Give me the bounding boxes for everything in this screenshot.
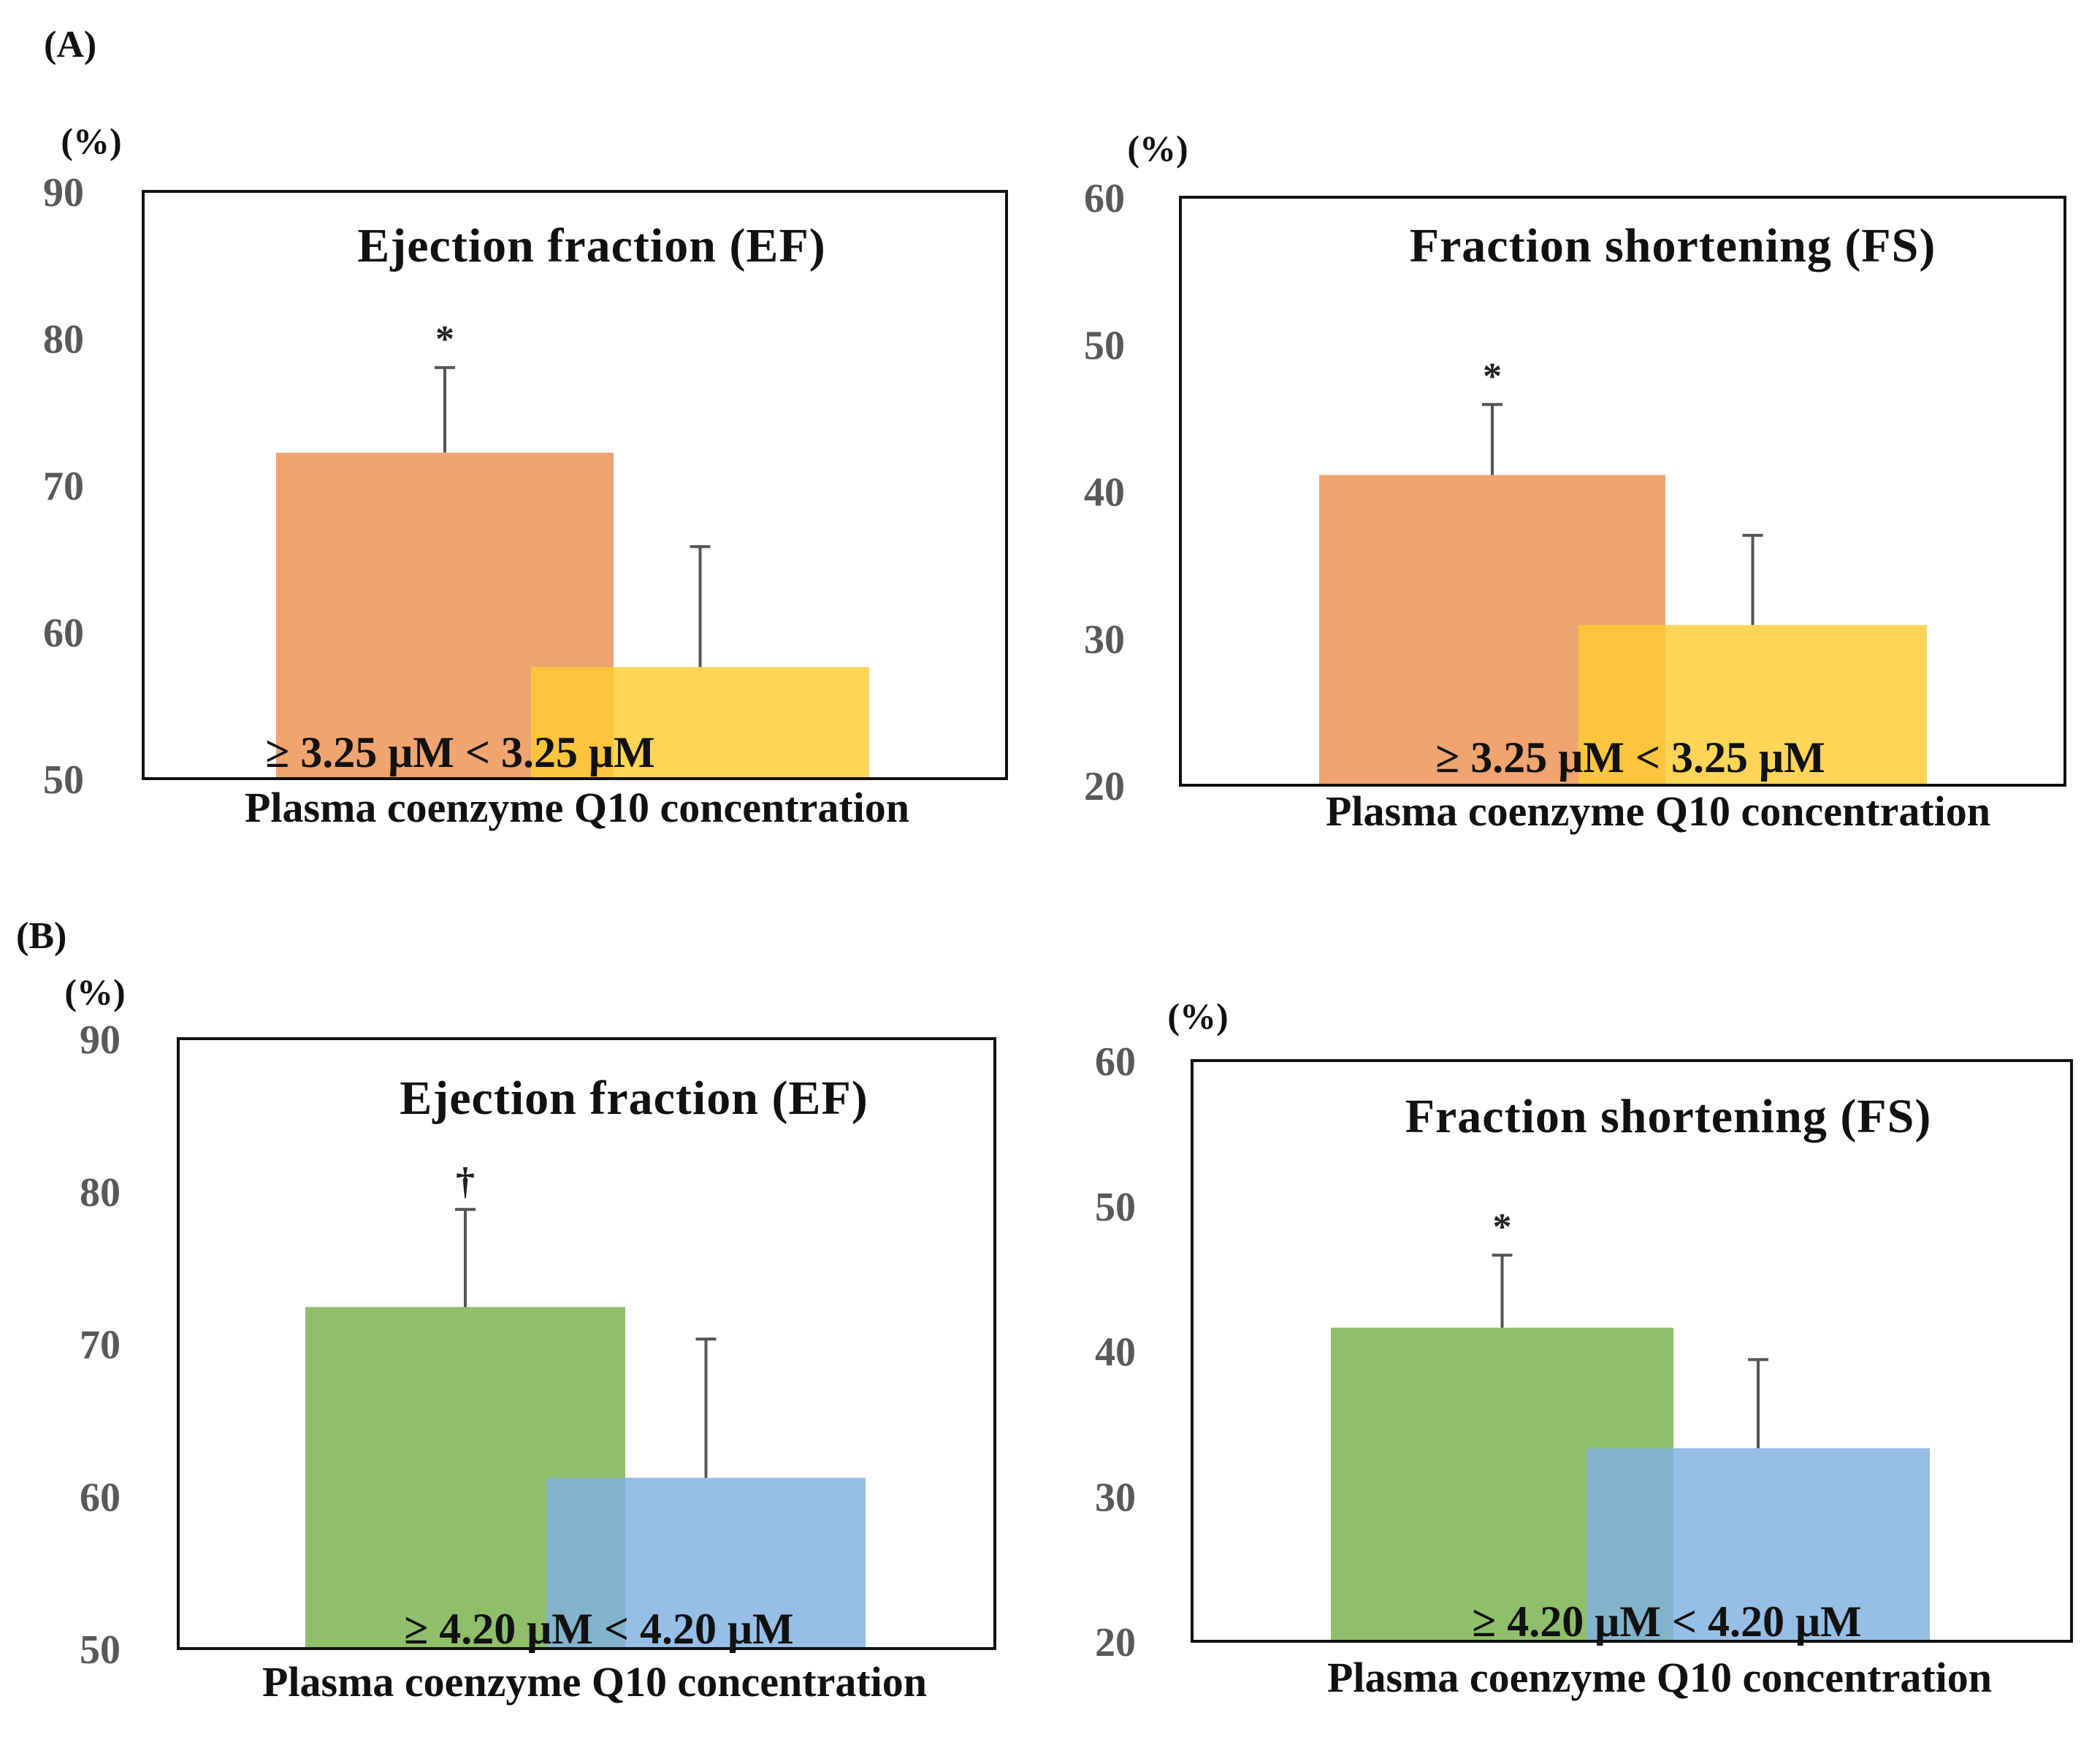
y-tick-label: 40: [1084, 470, 1125, 516]
bar-low-group: [1578, 625, 1927, 785]
chart-3: 50 60 70 80 90 (%) † Ejection fraction (EF) ≥ 4.…: [64, 971, 996, 1706]
y-tick-label: 20: [1095, 1620, 1136, 1665]
y-tick-label: 50: [43, 757, 84, 803]
plot-frame: [1179, 196, 2066, 787]
y-tick-label: 50: [1095, 1185, 1136, 1230]
y-tick-label: 60: [1095, 1039, 1136, 1085]
y-tick-label: 40: [1095, 1330, 1136, 1375]
x-axis-label: Plasma coenzyme Q10 concentration: [1327, 1654, 1992, 1701]
y-tick-label: 90: [80, 1017, 121, 1063]
chart-4: 20 30 40 50 60 (%) * Fraction shortening (FS) ≥ …: [1095, 996, 2073, 1701]
y-tick-label: 50: [80, 1627, 121, 1673]
significance-marker: *: [435, 318, 454, 360]
y-tick-label: 70: [43, 464, 84, 509]
plot-frame: [177, 1037, 996, 1650]
chart-title: Fraction shortening (FS): [1405, 1090, 1932, 1143]
y-tick-label: 60: [80, 1475, 121, 1520]
significance-marker: *: [1493, 1206, 1512, 1248]
plot-frame: [1191, 1059, 2073, 1643]
category-labels: ≥ 4.20 μM < 4.20 μM: [404, 1605, 793, 1653]
y-tick-label: 80: [80, 1170, 121, 1215]
chart-2: 20 30 40 50 60(%) * Fraction shortening (FS) ≥ …: [1084, 128, 2066, 835]
bar-low-group: [546, 1478, 866, 1649]
panel-label-b: (B): [16, 915, 66, 957]
chart-title: Ejection fraction (EF): [400, 1072, 868, 1125]
charts: 50 60 70 80 90 (%) * Ejection fraction (EF) ≥ 3.…: [43, 121, 2073, 1706]
y-tick-label: 80: [43, 317, 84, 362]
bar-low-group: [531, 667, 869, 779]
significance-marker: *: [1483, 356, 1502, 397]
y-axis-unit: (%): [61, 121, 121, 161]
y-tick-label: 60: [1084, 176, 1125, 221]
y-axis-unit: (%): [1167, 996, 1228, 1036]
panel-label-a: (A): [44, 24, 96, 66]
y-tick-label: 60: [43, 611, 84, 656]
x-axis-label: Plasma coenzyme Q10 concentration: [262, 1658, 927, 1706]
x-axis-label: Plasma coenzyme Q10 concentration: [1326, 787, 1990, 835]
y-axis-unit: (%): [64, 971, 125, 1012]
chart-title: Ejection fraction (EF): [357, 219, 826, 272]
chart-1: 50 60 70 80 90 (%) * Ejection fraction (EF) ≥ 3.…: [43, 121, 1008, 831]
y-axis-unit: (%): [1127, 128, 1188, 169]
category-labels: ≥ 4.20 μM < 4.20 μM: [1472, 1597, 1861, 1646]
bar-low-group: [1587, 1448, 1930, 1641]
chart-title: Fraction shortening (FS): [1410, 219, 1936, 272]
category-labels: ≥ 3.25 μM < 3.25 μM: [265, 728, 654, 776]
y-tick-label: 30: [1084, 617, 1125, 663]
x-axis-label: Plasma coenzyme Q10 concentration: [245, 784, 909, 831]
y-tick-label: 20: [1084, 764, 1125, 809]
y-tick-label: 30: [1095, 1475, 1136, 1520]
y-tick-label: 50: [1084, 323, 1125, 368]
y-tick-label: 70: [80, 1323, 121, 1368]
plot-frame: [142, 190, 1008, 780]
category-labels: ≥ 3.25 μM < 3.25 μM: [1435, 733, 1825, 782]
significance-marker: †: [456, 1161, 475, 1202]
y-tick-label: 90: [43, 170, 84, 215]
